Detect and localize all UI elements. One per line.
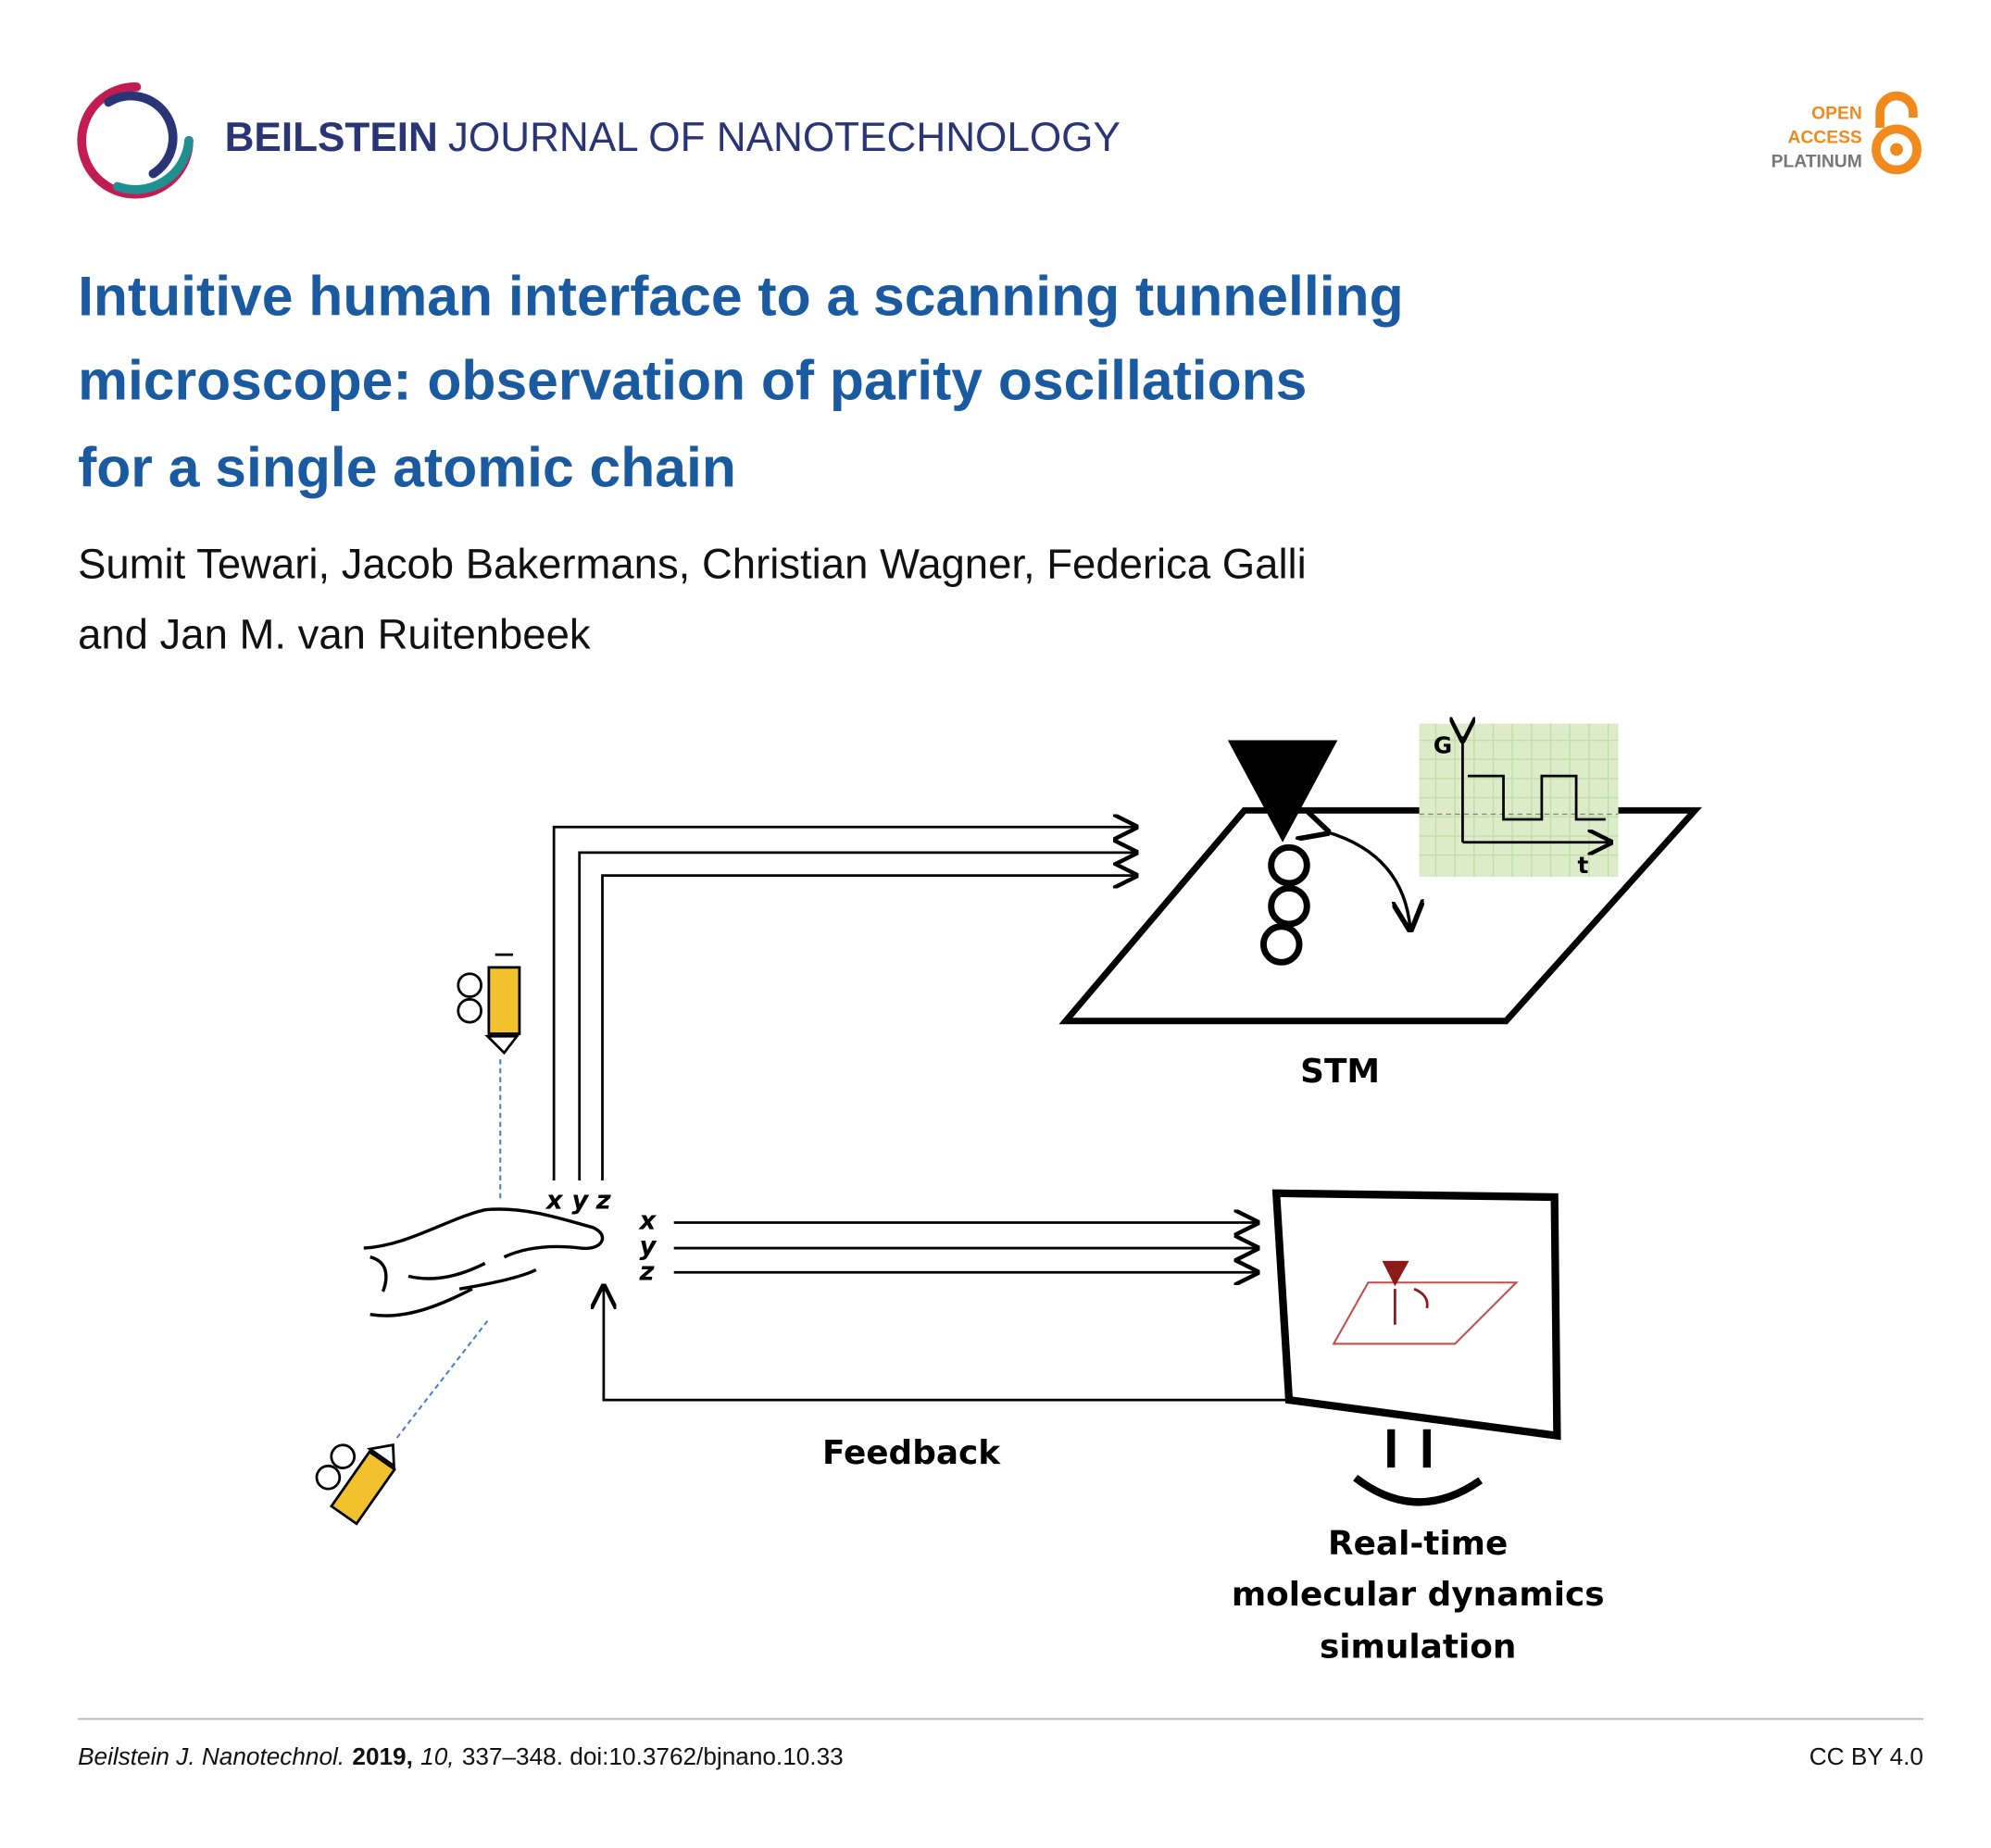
badge: OPEN ACCESS PLATINUM [1772,104,1862,171]
hand [363,1207,605,1317]
figure: G t STM x y z x y z [315,723,1702,1667]
axis-label: z [638,1257,655,1287]
sim-label-line: molecular dynamics [1232,1576,1605,1614]
citation-journal: Beilstein J. Nanotechnol. [78,1742,344,1770]
axis-label: y [639,1231,657,1261]
open-access-dot [1890,143,1903,156]
inset-x-label: t [1577,852,1588,879]
inset-signal [1467,774,1606,821]
badge-line: ACCESS [1787,129,1861,148]
citation-volume: 10, [420,1742,454,1770]
citation-year: 2019, [352,1742,412,1770]
camera-sightline [394,1059,502,1441]
stm-tip [1227,740,1338,843]
axis-label: y [571,1185,589,1215]
journal-bold: BEILSTEIN [225,115,438,160]
open-access-icon [1872,91,1922,175]
stm-plane [1058,806,1702,1025]
license: CC BY 4.0 [1809,1742,1923,1770]
axis-label: x [637,1205,657,1235]
atoms [1259,843,1310,966]
citation-pages: 337–348. doi:10.3762/bjnano.10.33 [462,1742,844,1770]
authors: Sumit Tewari, Jacob Bakermans, Christian… [78,541,1307,658]
control-lines [552,827,1289,1402]
monitor [1271,1189,1561,1441]
sim-label: Real-time molecular dynamics simulation [1232,1525,1605,1667]
badge-line: OPEN [1811,104,1862,123]
sim-tip [1382,1260,1409,1287]
camera-bottom [315,1443,397,1526]
feedback-label: Feedback [822,1434,1001,1472]
author-line: and Jan M. van Ruitenbeek [78,610,591,657]
camera-top [457,953,521,1055]
hand-axes: x y z [545,1185,612,1215]
monitor-stand [1353,1429,1484,1506]
title-line: for a single atomic chain [78,435,736,498]
journal-name: BEILSTEIN JOURNAL OF NANOTECHNOLOGY [225,115,1121,160]
badge-line: PLATINUM [1772,153,1862,172]
title-line: microscope: observation of parity oscill… [78,349,1307,412]
sim-chain [1394,1287,1429,1325]
sim-plane [1332,1281,1519,1345]
journal-rest: JOURNAL OF NANOTECHNOLOGY [448,115,1121,160]
curved-arrow [1327,832,1410,930]
axis-label: z [595,1185,612,1215]
journal-logo [77,82,194,199]
axis-label: x [545,1185,564,1215]
inset-y-label: G [1434,731,1452,758]
sim-label-line: simulation [1320,1628,1516,1666]
sim-label-line: Real-time [1328,1525,1508,1563]
inset-axes [1461,736,1610,842]
inset-grid [1419,723,1619,878]
sim-axes: x y z [637,1205,657,1286]
citation: Beilstein J. Nanotechnol. 2019, 10, 337–348… [78,1742,844,1770]
author-line: Sumit Tewari, Jacob Bakermans, Christian… [78,541,1307,588]
stm-label: STM [1300,1053,1380,1091]
title-line: Intuitive human interface to a scanning … [78,265,1404,328]
title: Intuitive human interface to a scanning … [78,265,1404,499]
